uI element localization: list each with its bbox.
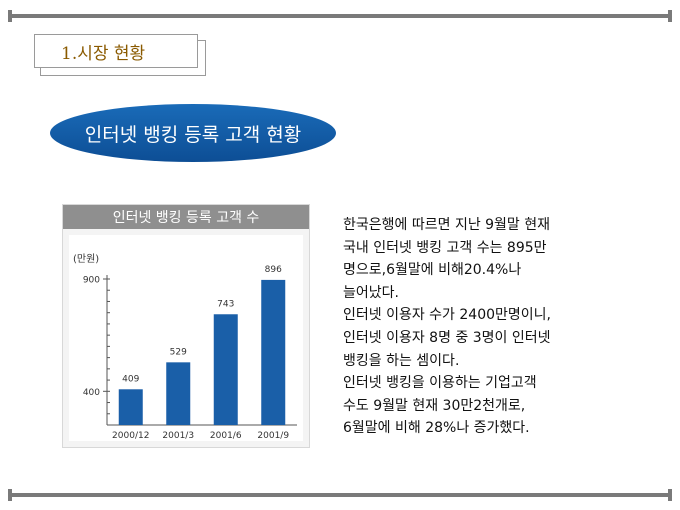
x-tick-label: 2000/12 bbox=[112, 431, 149, 441]
x-tick-label: 2001/3 bbox=[162, 431, 194, 441]
paragraph-line: 한국은행에 따르면 지난 9월말 현재 bbox=[343, 217, 551, 233]
bottom-rule-right-cap bbox=[668, 489, 672, 501]
bar-value-label: 896 bbox=[265, 265, 282, 275]
paragraph-line: 국내 인터넷 뱅킹 고객 수는 895만 bbox=[343, 239, 547, 256]
paragraph-line: 인터넷 뱅킹을 이용하는 기업고객 bbox=[343, 375, 537, 392]
chart-plot-area: (만원) 400 900 409 2000/12 529 2001/3 743 2001/6… bbox=[69, 235, 303, 441]
bottom-rule-left-cap bbox=[8, 489, 12, 501]
x-tick-label: 2001/6 bbox=[210, 431, 242, 441]
top-rule-right-cap bbox=[668, 10, 672, 22]
chart-topic-banner: 인터넷 뱅킹 등록 고객 현황 bbox=[50, 104, 336, 162]
paragraph-line: 명으로,6월말에 비해20.4%나 bbox=[343, 262, 522, 279]
bar bbox=[118, 389, 143, 425]
section-title: 1.시장 현황 bbox=[34, 34, 198, 68]
chart-title: 인터넷 뱅킹 등록 고객 수 bbox=[63, 205, 309, 229]
paragraph-line: 인터넷 이용자 수가 2400만명이니, bbox=[343, 307, 551, 324]
y-axis-unit-label: (만원) bbox=[73, 253, 99, 265]
bar bbox=[261, 279, 286, 425]
chart-panel: 인터넷 뱅킹 등록 고객 수 (만원) 400 900 409 2000/12 529… bbox=[62, 204, 310, 448]
description-paragraph: 한국은행에 따르면 지난 9월말 현재 국내 인터넷 뱅킹 고객 수는 895만… bbox=[343, 214, 643, 440]
bar-value-label: 409 bbox=[122, 374, 139, 384]
paragraph-line: 6월말에 비해 28%나 증가했다. bbox=[343, 420, 530, 437]
paragraph-line: 수도 9월말 현재 30만2천개로, bbox=[343, 397, 526, 414]
bar bbox=[166, 362, 191, 425]
bottom-rule bbox=[8, 489, 672, 501]
bar-value-label: 529 bbox=[170, 347, 187, 357]
bar bbox=[213, 314, 238, 425]
paragraph-line: 인터넷 이용자 8명 중 3명이 인터넷 bbox=[343, 329, 551, 346]
top-rule-left-cap bbox=[8, 10, 12, 22]
paragraph-line: 뱅킹을 하는 셈이다. bbox=[343, 352, 460, 369]
x-tick-label: 2001/9 bbox=[257, 431, 289, 441]
paragraph-line: 늘어났다. bbox=[343, 284, 399, 301]
top-rule bbox=[8, 10, 672, 22]
chart-bars: 409 2000/12 529 2001/3 743 2001/6 896 2001/9 bbox=[112, 265, 289, 441]
y-tick-label: 400 bbox=[83, 388, 100, 398]
y-tick-label: 900 bbox=[83, 276, 100, 286]
bar-chart: (만원) 400 900 409 2000/12 529 2001/3 743 2001/6… bbox=[73, 253, 297, 441]
bar-value-label: 743 bbox=[217, 299, 234, 309]
